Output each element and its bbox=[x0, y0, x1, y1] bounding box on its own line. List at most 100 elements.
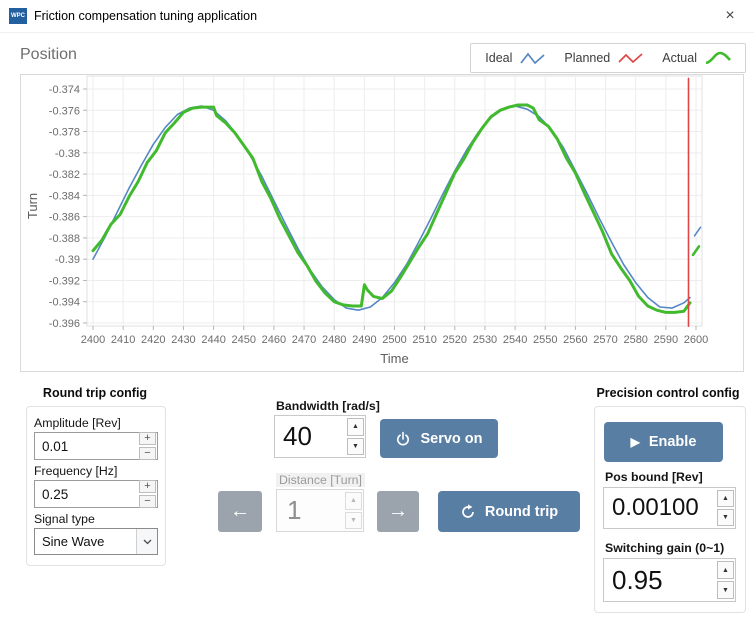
distance-spinner: ▲ ▼ bbox=[344, 490, 363, 531]
window-title: Friction compensation tuning application bbox=[34, 9, 258, 23]
series-ideal-next-cycle bbox=[693, 226, 702, 237]
frequency-decrement-button[interactable]: − bbox=[139, 495, 156, 508]
legend-item-planned: Planned bbox=[564, 51, 644, 65]
distance-input-group: ▲ ▼ bbox=[276, 489, 364, 532]
y-tick-label: -0.374 bbox=[49, 84, 80, 96]
switching-gain-down-button[interactable]: ▼ bbox=[717, 581, 734, 599]
x-tick-label: 2600 bbox=[684, 334, 708, 346]
pos-bound-up-button[interactable]: ▲ bbox=[717, 490, 734, 507]
pos-bound-label: Pos bound [Rev] bbox=[605, 470, 703, 484]
round-trip-label: Round trip bbox=[484, 503, 559, 520]
x-tick-label: 2410 bbox=[111, 334, 135, 346]
x-tick-label: 2420 bbox=[141, 334, 165, 346]
x-tick-label: 2530 bbox=[473, 334, 497, 346]
distance-up-button: ▲ bbox=[345, 492, 362, 510]
move-left-button[interactable]: ← bbox=[218, 491, 262, 532]
pos-bound-input-group: ▲ ▼ bbox=[603, 487, 736, 529]
x-tick-label: 2560 bbox=[563, 334, 587, 346]
app-icon: WPC bbox=[9, 8, 27, 24]
legend-label-planned: Planned bbox=[564, 51, 611, 65]
series-ideal bbox=[92, 105, 691, 311]
switching-gain-up-button[interactable]: ▲ bbox=[717, 561, 734, 579]
amplitude-input-group: + − bbox=[34, 432, 158, 460]
arrow-left-icon: ← bbox=[230, 500, 250, 522]
legend-item-ideal: Ideal bbox=[485, 51, 546, 65]
x-tick-label: 2540 bbox=[503, 334, 527, 346]
play-icon: ▶ bbox=[630, 435, 640, 449]
arrow-right-icon: → bbox=[388, 500, 408, 522]
chart-legend: Ideal Planned Actual bbox=[470, 43, 746, 73]
y-tick-label: -0.376 bbox=[49, 105, 80, 117]
frequency-input[interactable] bbox=[35, 481, 138, 507]
y-tick-label: -0.392 bbox=[49, 275, 80, 287]
bandwidth-spinner: ▲ ▼ bbox=[346, 416, 365, 457]
y-tick-label: -0.388 bbox=[49, 233, 80, 245]
x-tick-label: 2450 bbox=[232, 334, 256, 346]
distance-label: Distance [Turn] bbox=[276, 473, 365, 487]
x-tick-label: 2510 bbox=[412, 334, 436, 346]
close-button[interactable]: × bbox=[725, 6, 735, 24]
title-bar: WPC Friction compensation tuning applica… bbox=[0, 0, 754, 33]
bandwidth-input[interactable] bbox=[275, 416, 346, 457]
ideal-line-icon bbox=[520, 52, 545, 65]
series-actual bbox=[91, 103, 692, 314]
switching-gain-label: Switching gain (0~1) bbox=[605, 541, 725, 555]
signal-type-select[interactable]: Sine Wave bbox=[34, 528, 158, 555]
y-tick-label: -0.394 bbox=[49, 297, 80, 309]
frequency-input-group: + − bbox=[34, 480, 158, 508]
amplitude-increment-button[interactable]: + bbox=[139, 432, 156, 445]
legend-label-ideal: Ideal bbox=[485, 51, 513, 65]
chevron-down-icon[interactable] bbox=[136, 529, 157, 554]
round-trip-button[interactable]: Round trip bbox=[438, 491, 580, 532]
distance-down-button: ▼ bbox=[345, 511, 362, 529]
planned-line-icon bbox=[618, 53, 643, 64]
x-tick-label: 2580 bbox=[623, 334, 647, 346]
signal-type-value: Sine Wave bbox=[42, 534, 105, 549]
x-tick-label: 2480 bbox=[322, 334, 346, 346]
pos-bound-input[interactable] bbox=[604, 488, 716, 528]
x-tick-label: 2440 bbox=[201, 334, 225, 346]
power-icon bbox=[397, 431, 410, 446]
switching-gain-spinner: ▲ ▼ bbox=[716, 559, 735, 601]
amplitude-label: Amplitude [Rev] bbox=[34, 416, 121, 430]
bandwidth-up-button[interactable]: ▲ bbox=[347, 418, 364, 436]
switching-gain-input-group: ▲ ▼ bbox=[603, 558, 736, 602]
y-tick-label: -0.382 bbox=[49, 169, 80, 181]
amplitude-spinner: + − bbox=[138, 432, 157, 460]
x-tick-label: 2570 bbox=[593, 334, 617, 346]
x-tick-label: 2490 bbox=[352, 334, 376, 346]
y-tick-label: -0.386 bbox=[49, 212, 80, 224]
frequency-increment-button[interactable]: + bbox=[139, 480, 156, 493]
precision-config-title: Precision control config bbox=[596, 386, 740, 400]
enable-label: Enable bbox=[648, 434, 697, 450]
y-tick-label: -0.38 bbox=[55, 148, 80, 160]
enable-button[interactable]: ▶ Enable bbox=[604, 422, 723, 462]
bandwidth-down-button[interactable]: ▼ bbox=[347, 437, 364, 455]
refresh-icon bbox=[462, 503, 474, 518]
y-tick-label: -0.378 bbox=[49, 127, 80, 139]
x-tick-label: 2520 bbox=[443, 334, 467, 346]
series-actual-next-cycle bbox=[691, 245, 701, 257]
amplitude-decrement-button[interactable]: − bbox=[139, 447, 156, 460]
y-axis-title: Turn bbox=[25, 193, 40, 219]
x-tick-label: 2590 bbox=[654, 334, 678, 346]
legend-item-actual: Actual bbox=[662, 51, 731, 65]
frequency-spinner: + − bbox=[138, 480, 157, 508]
y-tick-label: -0.39 bbox=[55, 254, 80, 266]
amplitude-input[interactable] bbox=[35, 433, 138, 459]
x-tick-label: 2500 bbox=[382, 334, 406, 346]
switching-gain-input[interactable] bbox=[604, 559, 716, 601]
bandwidth-label: Bandwidth [rad/s] bbox=[276, 399, 380, 413]
actual-line-icon bbox=[705, 51, 731, 65]
pos-bound-spinner: ▲ ▼ bbox=[716, 488, 735, 528]
y-tick-label: -0.396 bbox=[49, 318, 80, 330]
pos-bound-down-button[interactable]: ▼ bbox=[717, 509, 734, 526]
servo-on-button[interactable]: Servo on bbox=[380, 419, 498, 458]
move-right-button[interactable]: → bbox=[377, 491, 419, 532]
x-tick-label: 2550 bbox=[533, 334, 557, 346]
x-tick-label: 2460 bbox=[262, 334, 286, 346]
signal-type-label: Signal type bbox=[34, 512, 95, 526]
x-tick-label: 2470 bbox=[292, 334, 316, 346]
x-tick-label: 2430 bbox=[171, 334, 195, 346]
chart-title: Position bbox=[20, 46, 77, 63]
